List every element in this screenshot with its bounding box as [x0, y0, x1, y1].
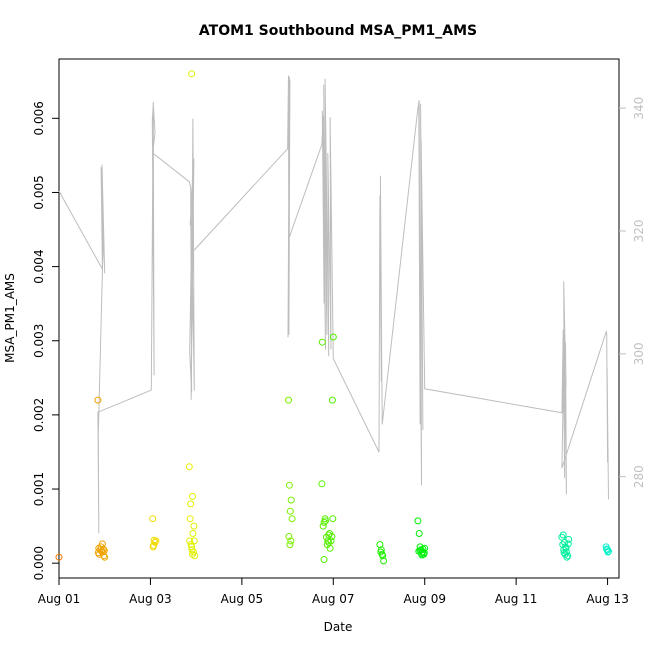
data-point	[416, 547, 424, 555]
data-point	[287, 496, 295, 504]
data-point	[328, 396, 336, 404]
data-point	[150, 541, 158, 549]
data-point	[285, 396, 292, 404]
y2-tick-label: 320	[632, 220, 646, 243]
data-point	[560, 549, 568, 557]
y2-tick-label: 300	[632, 342, 646, 365]
x-axis: Aug 01 Aug 03 Aug 05 Aug 07 Aug 09 Aug 11 Aug …	[38, 578, 629, 606]
y-tick-label: 0.002	[32, 398, 46, 432]
y-axis: 0.000 0.001 0.002 0.003 0.004 0.005 0.006	[32, 101, 59, 580]
chart-title: ATOM1 Southbound MSA_PM1_AMS	[199, 23, 477, 39]
y-axis-label: MSA_PM1_AMS	[3, 273, 17, 363]
data-point	[189, 530, 197, 537]
y-tick-label: 0.005	[32, 175, 46, 209]
x-axis-label: Date	[324, 620, 353, 634]
data-point	[329, 333, 337, 341]
data-point	[190, 522, 198, 530]
data-point	[326, 544, 334, 552]
data-point	[189, 492, 196, 500]
data-point	[376, 541, 384, 549]
data-point	[414, 517, 422, 525]
data-points	[55, 70, 612, 565]
data-point	[188, 70, 196, 78]
data-point	[149, 515, 157, 523]
data-point	[286, 541, 294, 549]
y-tick-label: 0.006	[32, 101, 46, 135]
data-point	[189, 550, 196, 558]
y-tick-label: 0.000	[32, 546, 46, 580]
data-point	[604, 548, 612, 556]
y2-tick-label: 280	[632, 465, 646, 488]
data-point	[99, 545, 107, 553]
y-tick-label: 0.001	[32, 472, 46, 506]
data-point	[55, 553, 63, 561]
data-point	[565, 535, 573, 543]
data-point	[98, 547, 105, 555]
x-tick-label: Aug 07	[312, 592, 355, 606]
data-point	[287, 537, 295, 545]
data-point	[186, 515, 194, 523]
x-tick-label: Aug 01	[38, 592, 81, 606]
data-point	[325, 531, 333, 539]
plot-frame	[58, 58, 620, 579]
data-point	[418, 551, 426, 559]
data-point	[285, 533, 293, 540]
data-point	[420, 549, 428, 557]
secondary-series-line	[58, 75, 609, 534]
data-point	[327, 537, 335, 545]
y2-axis: 280 300 320 340	[619, 97, 646, 488]
y-tick-label: 0.004	[32, 249, 46, 283]
data-point	[100, 547, 108, 555]
x-tick-label: Aug 13	[586, 592, 629, 606]
y2-tick-label: 340	[632, 97, 646, 120]
data-point	[94, 549, 102, 557]
data-point	[322, 517, 329, 525]
data-point	[415, 530, 423, 537]
data-point	[318, 480, 326, 488]
data-point	[329, 515, 337, 523]
x-tick-label: Aug 09	[403, 592, 446, 606]
data-point	[378, 550, 386, 558]
data-point	[286, 507, 294, 515]
data-point	[559, 531, 567, 539]
x-tick-label: Aug 11	[495, 592, 538, 606]
x-tick-label: Aug 05	[221, 592, 264, 606]
series-line	[58, 75, 609, 534]
data-point	[320, 518, 328, 526]
y-tick-label: 0.003	[32, 324, 46, 358]
data-point	[185, 463, 193, 471]
data-point	[101, 553, 109, 561]
data-point	[328, 533, 336, 540]
data-point	[187, 500, 195, 508]
data-point	[188, 543, 196, 551]
data-point	[380, 557, 388, 565]
data-point	[564, 540, 572, 548]
x-tick-label: Aug 03	[129, 592, 172, 606]
data-point	[186, 537, 194, 545]
data-point	[94, 396, 102, 404]
data-point	[320, 556, 328, 563]
data-point	[288, 515, 296, 523]
data-point	[98, 540, 106, 548]
data-point	[318, 338, 326, 346]
data-point	[285, 481, 293, 489]
